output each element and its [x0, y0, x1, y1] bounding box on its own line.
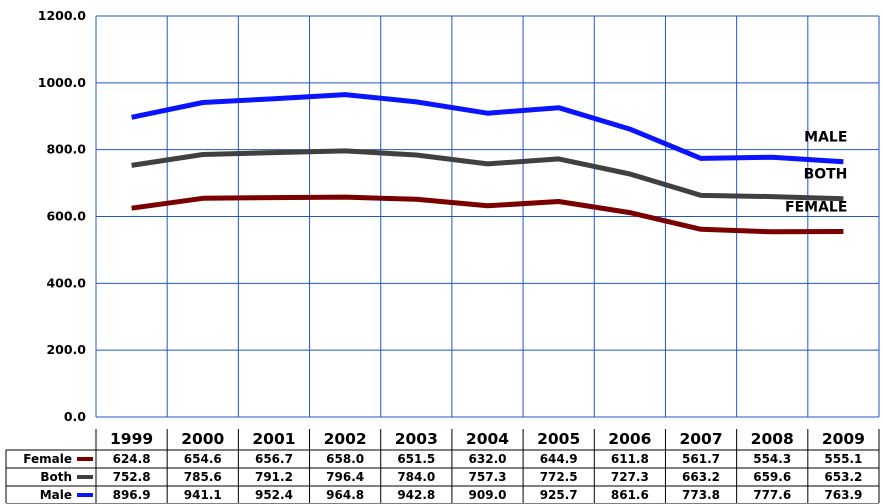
table-cell: 656.7 — [255, 452, 293, 466]
x-tick-label: 2004 — [466, 430, 509, 448]
y-tick-label: 1000.0 — [38, 75, 87, 90]
series-label-both: BOTH — [804, 167, 848, 183]
table-cell: 658.0 — [326, 452, 364, 466]
table-row-label: Both — [40, 470, 72, 484]
x-tick-label: 1999 — [110, 430, 153, 448]
y-tick-label: 0.0 — [64, 409, 86, 424]
table-row-label: Male — [40, 488, 72, 502]
table-cell: 896.9 — [113, 488, 151, 502]
x-tick-label: 2000 — [181, 430, 224, 448]
table-cell: 752.8 — [113, 470, 151, 484]
table-cell: 772.5 — [540, 470, 578, 484]
table-cell: 791.2 — [255, 470, 293, 484]
table-cell: 554.3 — [753, 452, 791, 466]
series-label-male: MALE — [804, 130, 847, 146]
y-tick-label: 600.0 — [46, 209, 86, 224]
y-tick-label: 800.0 — [46, 142, 86, 157]
series-line-male — [131, 92, 844, 165]
x-tick-label: 2007 — [679, 430, 722, 448]
table-cell: 632.0 — [469, 452, 507, 466]
table-cell: 784.0 — [397, 470, 435, 484]
series-lines — [131, 92, 844, 235]
table-cell: 561.7 — [682, 452, 720, 466]
x-tick-label: 2001 — [252, 430, 295, 448]
table-cell: 909.0 — [469, 488, 507, 502]
table-cell: 663.2 — [682, 470, 720, 484]
table-cell: 611.8 — [611, 452, 649, 466]
table-cell: 785.6 — [184, 470, 222, 484]
table-cell: 952.4 — [255, 488, 293, 502]
table-cell: 861.6 — [611, 488, 649, 502]
table-cell: 757.3 — [469, 470, 507, 484]
x-tick-label: 2009 — [822, 430, 865, 448]
table-cell: 763.9 — [824, 488, 862, 502]
y-tick-label: 400.0 — [46, 275, 86, 290]
x-tick-label: 2005 — [537, 430, 580, 448]
y-tick-label: 200.0 — [46, 342, 86, 357]
table-cell: 777.6 — [753, 488, 791, 502]
y-tick-label: 1200.0 — [38, 8, 87, 23]
series-line-female — [131, 194, 844, 235]
table-cell: 942.8 — [397, 488, 435, 502]
table-cell: 624.8 — [113, 452, 151, 466]
table-cell: 727.3 — [611, 470, 649, 484]
table-cell: 796.4 — [326, 470, 364, 484]
table-cell: 653.2 — [824, 470, 862, 484]
table-cell: 659.6 — [753, 470, 791, 484]
x-tick-label: 2002 — [324, 430, 367, 448]
series-line-both — [131, 148, 844, 202]
x-tick-label: 2003 — [395, 430, 438, 448]
table-cell: 941.1 — [184, 488, 222, 502]
x-tick-label: 2008 — [751, 430, 794, 448]
table-cell: 925.7 — [540, 488, 578, 502]
x-tick-label: 2006 — [608, 430, 651, 448]
table-cell: 964.8 — [326, 488, 364, 502]
chart-grid — [95, 15, 880, 418]
y-axis: 0.0 200.0 400.0 600.0 800.0 1000.0 1200.0 — [38, 8, 87, 424]
data-table: 1999 2000 2001 2002 2003 2004 2005 2006 2007 2008… — [5, 429, 880, 504]
series-labels: MALE BOTH FEMALE — [785, 130, 847, 216]
series-label-female: FEMALE — [785, 200, 847, 216]
table-cell: 651.5 — [397, 452, 435, 466]
table-cell: 555.1 — [824, 452, 862, 466]
table-row-label: Female — [23, 452, 72, 466]
table-cell: 654.6 — [184, 452, 222, 466]
table-cell: 773.8 — [682, 488, 720, 502]
table-cell: 644.9 — [540, 452, 578, 466]
